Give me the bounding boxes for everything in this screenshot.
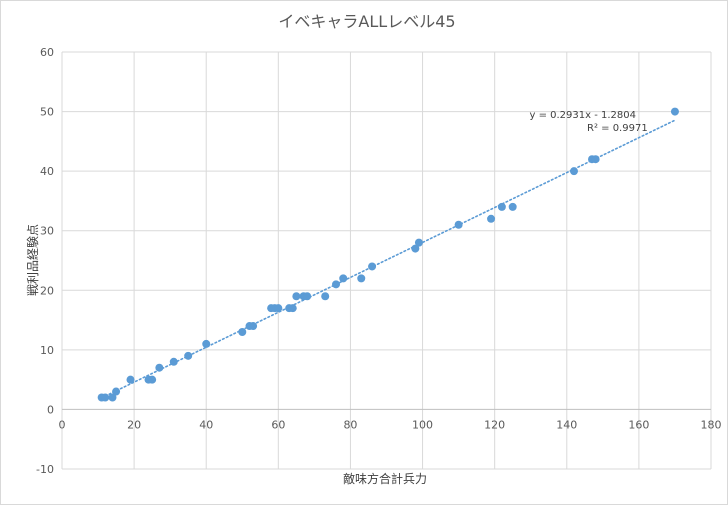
x-tick-label: 80 (343, 418, 357, 431)
data-point (303, 292, 312, 301)
x-axis-title: 敵味方合計兵力 (343, 471, 427, 486)
data-point (411, 244, 420, 253)
data-point (148, 375, 157, 384)
x-axis-ticks: 0 20 40 60 80 100 120 140 160 180 (59, 418, 722, 431)
trendline-equation: y = 0.2931x - 1.2804 (529, 110, 636, 121)
x-tick-label: 140 (556, 418, 577, 431)
data-point (497, 202, 506, 211)
data-point (321, 292, 330, 301)
data-point (591, 155, 600, 164)
y-tick-label: 40 (40, 165, 54, 178)
x-tick-label: 0 (59, 418, 66, 431)
y-tick-label: 10 (40, 344, 54, 357)
data-point (454, 220, 463, 229)
data-point (508, 202, 517, 211)
data-point (288, 304, 297, 313)
data-point (569, 167, 578, 176)
data-point (274, 304, 283, 313)
data-point (202, 339, 211, 348)
gridlines (61, 51, 712, 470)
data-point (169, 357, 178, 366)
trendline (100, 119, 676, 399)
trendline-r-squared: R² = 0.9971 (587, 123, 648, 134)
x-tick-label: 120 (484, 418, 505, 431)
x-tick-label: 40 (199, 418, 213, 431)
data-point (332, 280, 341, 289)
data-points (97, 107, 679, 402)
y-tick-label: 50 (40, 106, 54, 119)
x-tick-label: 180 (701, 418, 722, 431)
data-point (368, 262, 377, 271)
y-tick-label: 20 (40, 284, 54, 297)
data-point (112, 387, 121, 396)
y-tick-label: -10 (36, 463, 54, 476)
data-point (155, 363, 164, 372)
x-tick-label: 100 (412, 418, 433, 431)
data-point (357, 274, 366, 283)
data-point (414, 238, 423, 247)
x-tick-label: 60 (271, 418, 285, 431)
data-point (101, 393, 110, 402)
y-axis-ticks: 60 50 40 30 20 10 0 -10 (36, 46, 54, 476)
data-point (670, 107, 679, 116)
data-point (249, 322, 258, 331)
y-tick-label: 0 (47, 403, 54, 416)
data-point (487, 214, 496, 223)
trendline-path (100, 119, 676, 399)
y-axis-title: 戦利品経験点 (25, 224, 40, 296)
y-tick-label: 30 (40, 225, 54, 238)
data-point (292, 292, 301, 301)
y-tick-label: 60 (40, 46, 54, 59)
data-point (184, 351, 193, 360)
x-tick-label: 20 (127, 418, 141, 431)
data-point (238, 327, 247, 336)
x-tick-label: 160 (628, 418, 649, 431)
chart-title: イベキャラALLレベル45 (278, 12, 455, 31)
data-point (108, 393, 117, 402)
data-point (339, 274, 348, 283)
data-point (126, 375, 135, 384)
